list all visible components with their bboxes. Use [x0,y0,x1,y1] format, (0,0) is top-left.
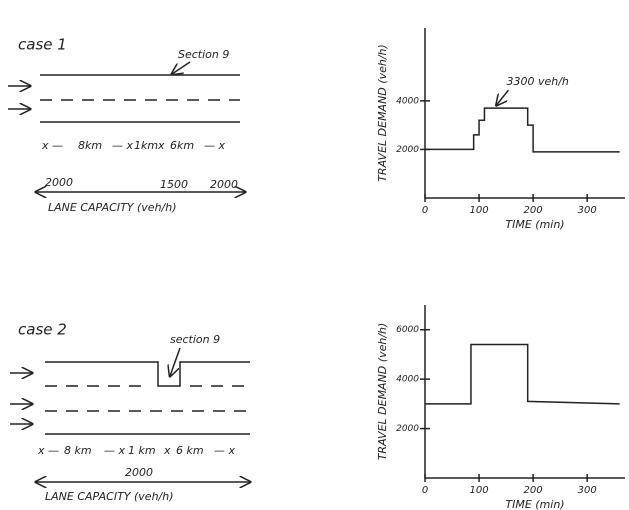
capacity: 2000 [45,176,73,189]
marker: — x [204,139,225,152]
x-axis-label: TIME (min) [505,498,564,510]
capacity: 2000 [125,466,153,479]
demand-line [425,107,620,153]
y-tick-label: 4000 [396,96,419,106]
annotation: 3300 veh/h [506,75,568,88]
x-tick-label: 200 [524,485,543,496]
distance: 8km [78,139,102,152]
distance: 1 km [128,444,156,457]
capacity-label: LANE CAPACITY (veh/h) [45,490,174,503]
y-axis-label: TRAVEL DEMAND (veh/h) [376,323,389,461]
case-title: case 1 [18,36,67,54]
pointer [496,89,510,105]
marker: x [157,139,165,152]
marker: — x [214,444,235,457]
x-tick-label: 300 [578,485,597,496]
marker: x [163,444,171,457]
marker: — x [104,444,125,457]
marker: x — [41,139,63,152]
x-tick-label: 100 [470,485,489,496]
y-tick-label: 4000 [396,375,419,385]
capacity: 1500 [160,178,188,191]
distance: 1km [134,139,158,152]
pointer [172,61,191,74]
road-edge [45,361,250,387]
y-tick-label: 2000 [396,424,419,434]
x-tick-label: 300 [578,205,597,216]
x-axis-label: TIME (min) [505,218,564,231]
distance: 8 km [64,444,92,457]
distance: 6km [170,139,194,152]
y-tick-label: 6000 [396,325,419,335]
marker: — x [112,139,133,152]
x-tick-label: 200 [524,205,543,216]
y-axis-label: TRAVEL DEMAND (veh/h) [376,44,389,182]
distance: 6 km [176,444,204,457]
x-tick-label: 0 [422,485,428,496]
x-tick-label: 100 [470,205,489,216]
section-label: Section 9 [178,48,229,61]
marker: x — [37,444,59,457]
pointer [170,347,181,376]
capacity: 2000 [210,178,238,191]
case-title: case 2 [18,321,67,339]
demand-line [425,343,620,405]
section-label: section 9 [170,333,220,346]
capacity-label: LANE CAPACITY (veh/h) [48,201,177,214]
x-tick-label: 0 [422,205,428,216]
y-tick-label: 2000 [396,145,419,155]
